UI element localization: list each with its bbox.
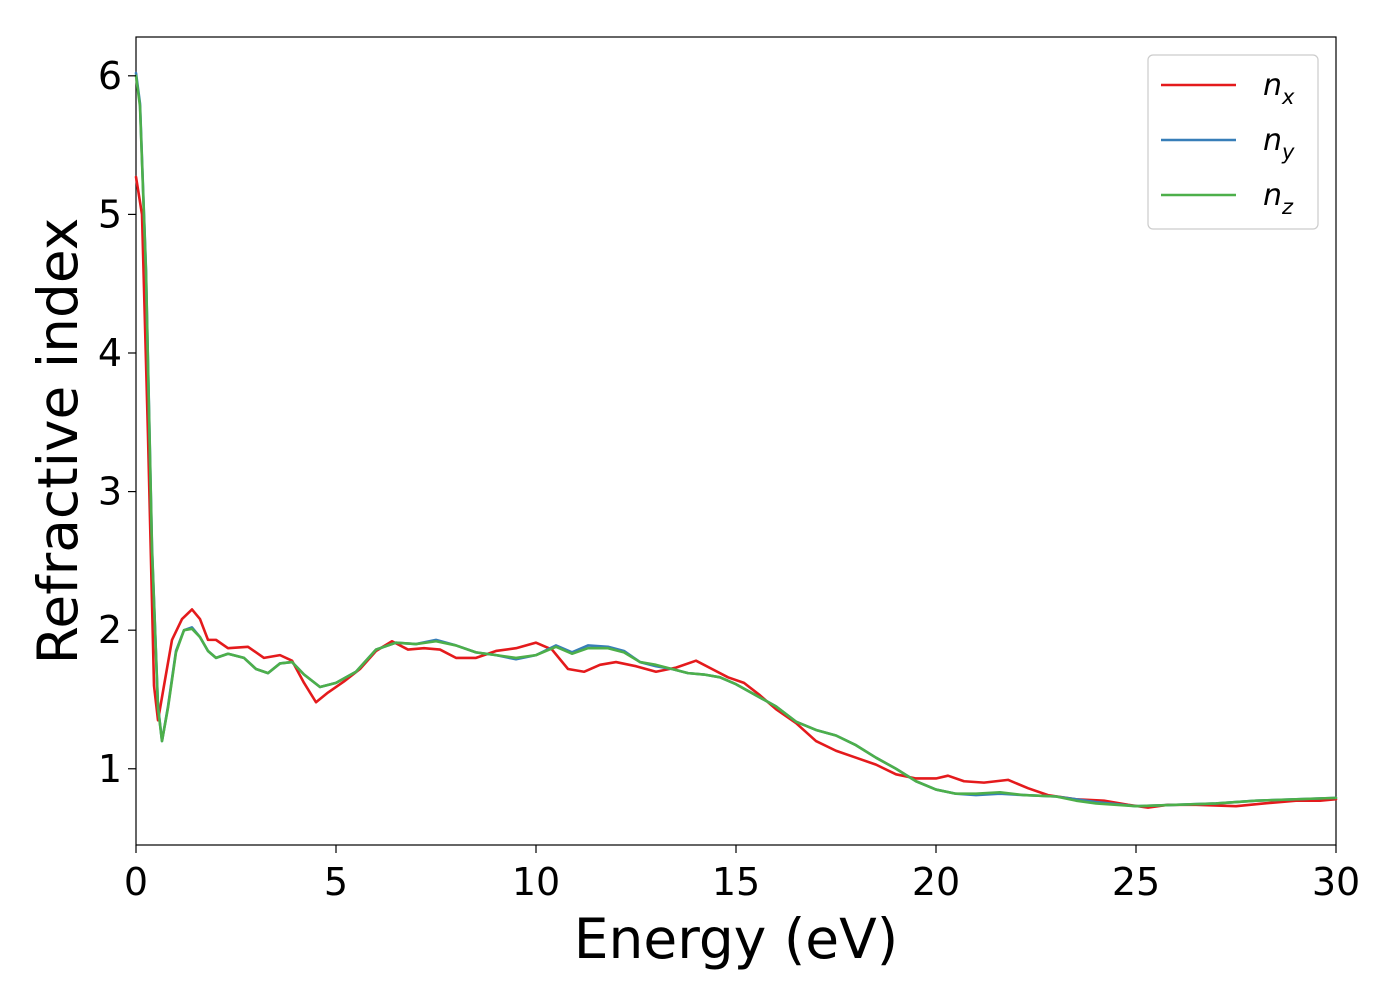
legend-label-subscript: z bbox=[1281, 195, 1294, 219]
x-tick-label: 0 bbox=[124, 860, 148, 904]
plot-frame bbox=[135, 36, 1337, 846]
x-tick-label: 10 bbox=[512, 860, 560, 904]
x-tick-label: 5 bbox=[324, 860, 348, 904]
y-axis-title: Refractive index bbox=[26, 218, 90, 665]
y-tick-label: 1 bbox=[98, 747, 122, 791]
y-axis: 1 2 3 4 5 6 bbox=[98, 54, 136, 791]
x-axis: 0 5 10 15 20 25 30 bbox=[124, 845, 1360, 904]
series-group bbox=[134, 71, 1338, 809]
legend-label-subscript: x bbox=[1281, 85, 1295, 109]
legend-label-base: n bbox=[1263, 68, 1282, 103]
y-tick-label: 5 bbox=[98, 192, 122, 236]
plot-area bbox=[134, 36, 1338, 846]
legend-label-nx: nx bbox=[1263, 68, 1295, 109]
y-tick-label: 6 bbox=[98, 54, 122, 98]
y-tick-label: 2 bbox=[98, 608, 122, 652]
legend-box bbox=[1147, 54, 1319, 230]
x-tick-label: 15 bbox=[712, 860, 760, 904]
legend-label-ny: ny bbox=[1263, 123, 1295, 164]
series-line-nz bbox=[134, 74, 1338, 808]
legend-label-base: n bbox=[1263, 123, 1282, 158]
legend-label-nz: nz bbox=[1263, 178, 1294, 219]
y-tick-label: 4 bbox=[98, 331, 122, 375]
x-tick-label: 20 bbox=[912, 860, 960, 904]
x-tick-label: 25 bbox=[1112, 860, 1160, 904]
legend-label-subscript: y bbox=[1281, 140, 1295, 164]
legend-label-base: n bbox=[1263, 178, 1282, 213]
x-axis-title: Energy (eV) bbox=[574, 907, 898, 971]
x-tick-label: 30 bbox=[1312, 860, 1360, 904]
y-tick-label: 3 bbox=[98, 470, 122, 514]
series-line-nx bbox=[134, 175, 1338, 809]
